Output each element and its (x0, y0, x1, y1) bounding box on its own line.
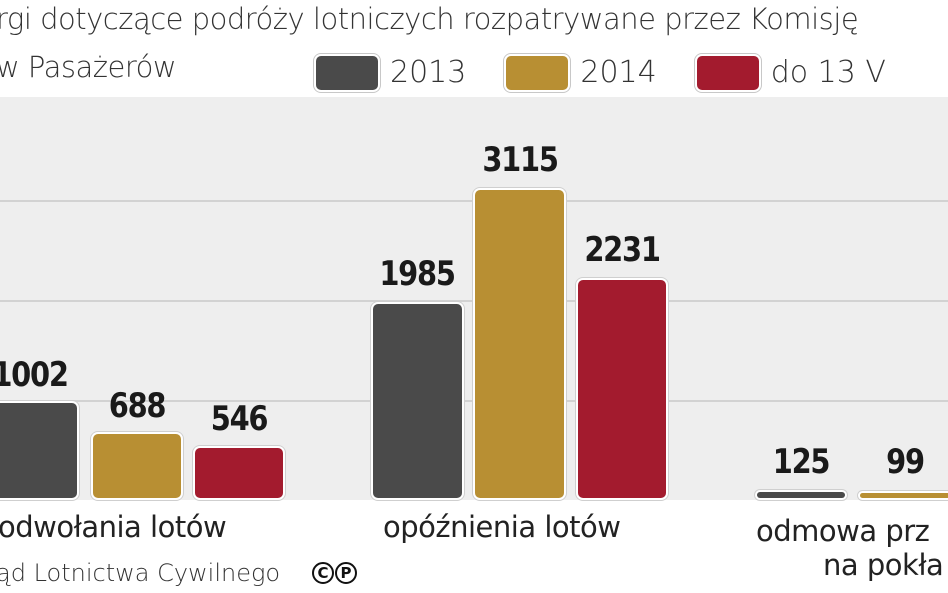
category-label-odwolania: odwołania lotów (0, 510, 227, 544)
bar-opoznienia-2013 (373, 304, 462, 498)
legend-item-do-13-v: do 13 V (696, 55, 886, 90)
source-text: ąd Lotnictwa Cywilnego (0, 559, 281, 587)
chart-title-line-2: w Pasażerów (0, 50, 177, 84)
bar-odmowa-2014 (860, 493, 948, 498)
value-label: 1985 (379, 254, 456, 294)
legend-label: 2014 (580, 55, 657, 90)
copyright-icon: C (312, 562, 334, 584)
gridline (0, 300, 948, 302)
legend-label: 2013 (390, 55, 467, 90)
chart-title-line-1: rgi dotyczące podróży lotniczych rozpatr… (0, 2, 859, 36)
legend-swatch-2014 (506, 55, 569, 90)
value-label: 125 (772, 442, 831, 482)
category-label-odmowa-line1: odmowa prz (756, 514, 930, 548)
value-label: 1002 (0, 355, 69, 395)
legend: 2013 2014 do 13 V (316, 55, 926, 90)
value-label: 688 (108, 386, 167, 426)
bar-opoznienia-do-13-v (578, 280, 666, 498)
value-label: 546 (210, 399, 269, 439)
bar-odwolania-2014 (93, 434, 181, 498)
value-label: 99 (886, 442, 925, 482)
gridline (0, 200, 948, 202)
category-label-opoznienia: opóźnienia lotów (383, 510, 621, 544)
value-label: 3115 (482, 140, 559, 180)
value-label: 2231 (584, 230, 661, 270)
bar-odmowa-2013 (757, 492, 845, 498)
plot-area (0, 97, 948, 500)
bar-opoznienia-2014 (475, 190, 564, 498)
bar-odwolania-2013 (0, 403, 77, 498)
legend-swatch-do-13-v (696, 55, 759, 90)
category-label-odmowa-line2: na pokła (823, 548, 944, 582)
copyright-icons: C P (312, 562, 358, 584)
legend-swatch-2013 (316, 55, 378, 90)
bar-odwolania-do-13-v (195, 448, 283, 498)
legend-item-2014: 2014 (506, 55, 657, 90)
legend-item-2013: 2013 (316, 55, 466, 90)
gridline (0, 400, 948, 402)
legend-label: do 13 V (770, 55, 886, 90)
phonogram-icon: P (335, 562, 357, 584)
